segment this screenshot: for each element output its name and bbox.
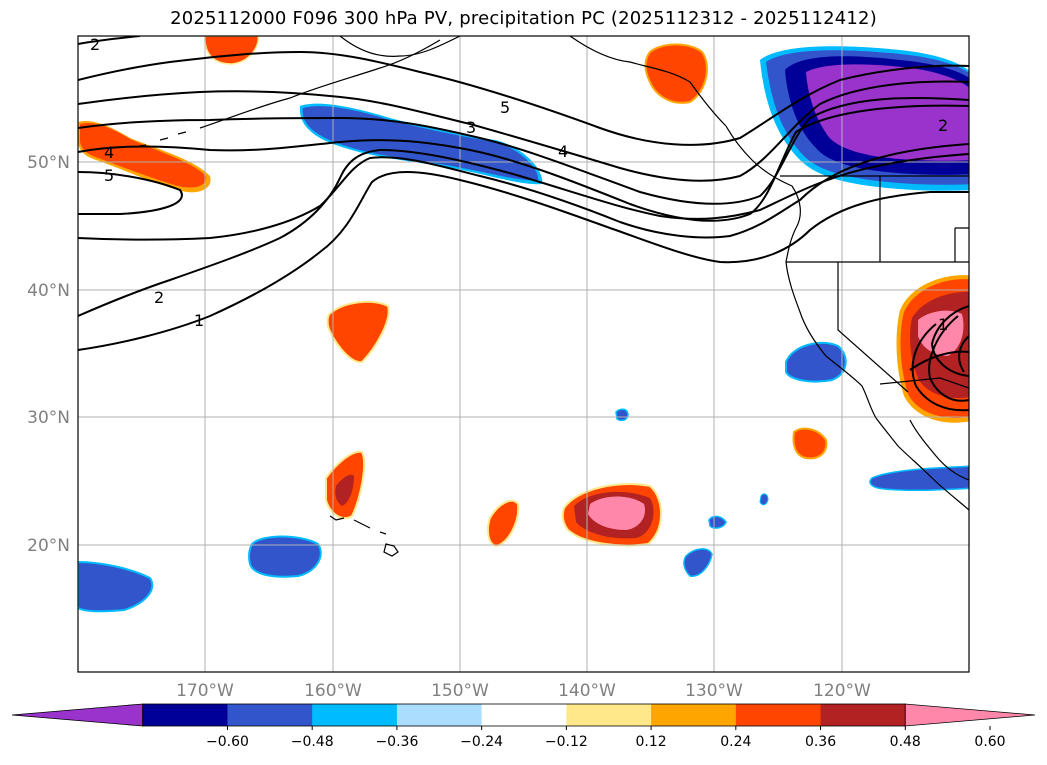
graticule <box>78 36 969 672</box>
colorbar-tick-label: 0.60 <box>974 734 1005 750</box>
coastlines <box>139 36 969 557</box>
pv-contours <box>78 36 969 412</box>
colorbar-segment <box>227 704 313 726</box>
contour-label: 3 <box>466 118 476 137</box>
precip-positive-west-aleutian <box>78 120 211 193</box>
colorbar-segment <box>481 704 567 726</box>
colorbar-segment <box>142 704 228 726</box>
lat-label-40n: 40°N <box>27 281 70 301</box>
precip-positive-baja <box>792 427 828 460</box>
contour-label: 4 <box>104 143 114 162</box>
colorbar-tick-label: −0.24 <box>460 734 503 750</box>
colorbar-segment <box>820 704 906 726</box>
precip-negative-small-a <box>615 408 629 422</box>
colorbar-segment <box>566 704 652 726</box>
contour-label: 2 <box>938 116 948 135</box>
precip-negative-south-hawaii <box>247 535 322 578</box>
precip-positive-147w <box>487 499 520 548</box>
contour-label: 2 <box>90 35 100 54</box>
lat-label-50n: 50°N <box>27 153 70 173</box>
lon-label-150w: 150°W <box>431 681 489 701</box>
lon-label-130w: 130°W <box>685 681 743 701</box>
colorbar-tick-label: −0.36 <box>375 734 418 750</box>
colorbar-tick-label: 0.12 <box>636 734 667 750</box>
precip-negative-southwest-edge <box>78 560 154 613</box>
contour-label: 5 <box>104 166 114 185</box>
colorbar-segment <box>651 704 737 726</box>
precip-negative-mexico <box>869 465 969 492</box>
colorbar-tick-label: −0.60 <box>206 734 249 750</box>
colorbar-segment <box>735 704 822 726</box>
colorbar-tick-label: 0.48 <box>890 734 921 750</box>
precip-negative-off-california <box>785 341 847 383</box>
colorbar-extend-low <box>11 703 144 727</box>
map-frame <box>77 35 970 673</box>
contour-label: 1 <box>194 311 204 330</box>
lat-label-30n: 30°N <box>27 408 70 428</box>
latitude-labels: 50°N 40°N 30°N 20°N <box>27 153 70 556</box>
precip-negative-small-c <box>683 548 713 577</box>
map-title: 2025112000 F096 300 hPa PV, precipitatio… <box>170 8 877 29</box>
contour-label: 5 <box>500 98 510 117</box>
precip-negative-small-d <box>759 493 769 506</box>
precip-positive-north-hawaii <box>325 450 366 519</box>
colorbar-segment <box>312 704 398 726</box>
colorbar-extend-high <box>904 703 1036 727</box>
lon-label-160w: 160°W <box>304 681 362 701</box>
lon-label-170w: 170°W <box>176 681 234 701</box>
colorbar: −0.60 −0.48 −0.36 −0.24 −0.12 0.12 0.24 0.36 0.4… <box>11 703 1036 750</box>
lon-label-120w: 120°W <box>813 681 871 701</box>
contour-label: 2 <box>154 288 164 307</box>
colorbar-segment <box>396 704 483 726</box>
lat-label-20n: 20°N <box>27 536 70 556</box>
contour-label: 1 <box>938 315 948 334</box>
lon-label-140w: 140°W <box>558 681 616 701</box>
precip-positive-gulf-alaska <box>644 43 708 104</box>
colorbar-tick-label: −0.12 <box>545 734 588 750</box>
colorbar-tick-label: −0.48 <box>291 734 334 750</box>
colorbar-tick-label: 0.24 <box>720 734 751 750</box>
colorbar-tick-label: 0.36 <box>805 734 836 750</box>
contour-label: 4 <box>558 142 568 161</box>
longitude-labels: 170°W 160°W 150°W 140°W 130°W 120°W <box>176 681 871 701</box>
precip-positive-central-pacific <box>326 300 390 364</box>
contour-labels: 2 5 3 4 4 5 2 1 2 1 <box>90 35 948 334</box>
